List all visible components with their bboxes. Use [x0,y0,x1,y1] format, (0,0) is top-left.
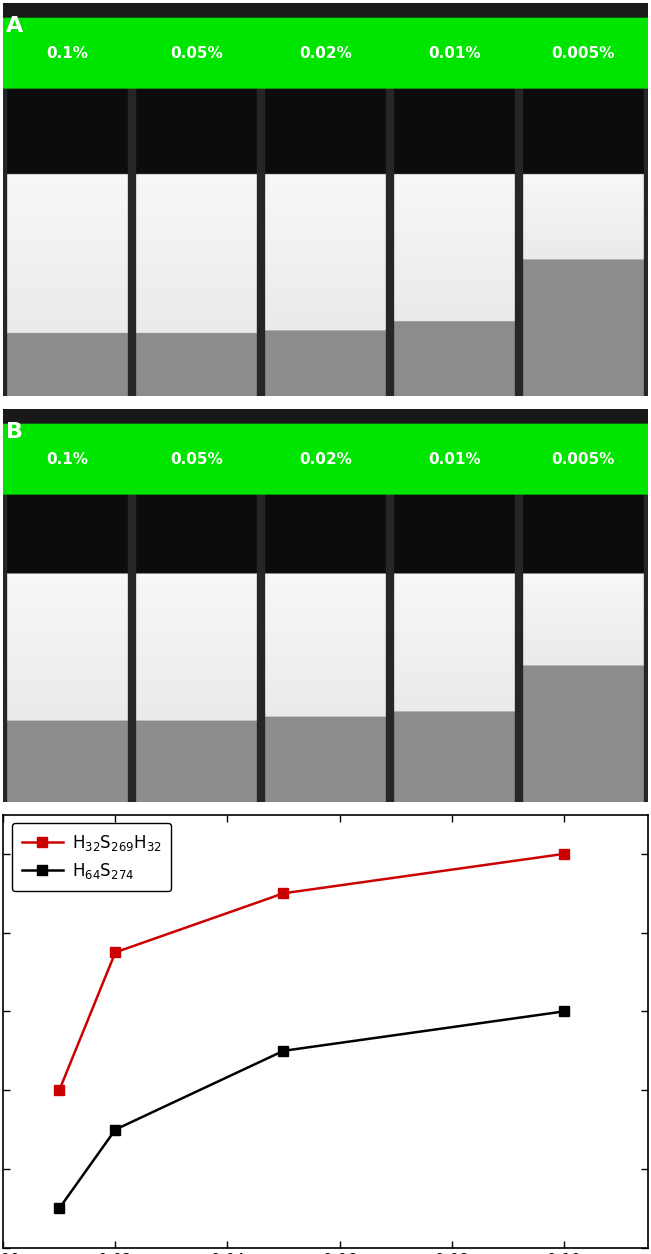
Text: A: A [7,16,23,36]
Text: 0.02%: 0.02% [299,46,352,61]
Text: 0.005%: 0.005% [551,46,615,61]
Text: B: B [7,421,23,441]
Text: 0.005%: 0.005% [551,453,615,468]
Text: 0.1%: 0.1% [47,453,89,468]
Line: H$_{32}$S$_{269}$H$_{32}$: H$_{32}$S$_{269}$H$_{32}$ [55,849,568,1095]
H$_{32}$S$_{269}$H$_{32}$ [560,846,568,861]
H$_{64}$S$_{274}$ [560,1004,568,1020]
H$_{64}$S$_{274}$ [111,1122,119,1137]
Legend: H$_{32}$S$_{269}$H$_{32}$, H$_{64}$S$_{274}$: H$_{32}$S$_{269}$H$_{32}$, H$_{64}$S$_{2… [12,823,171,892]
Text: 0.02%: 0.02% [299,453,352,468]
Text: 0.1%: 0.1% [47,46,89,61]
H$_{32}$S$_{269}$H$_{32}$ [279,885,287,900]
H$_{64}$S$_{274}$ [55,1201,63,1216]
Text: 0.05%: 0.05% [170,453,223,468]
Text: 0.01%: 0.01% [428,46,480,61]
Text: 0.01%: 0.01% [428,453,480,468]
Line: H$_{64}$S$_{274}$: H$_{64}$S$_{274}$ [55,1007,568,1213]
H$_{32}$S$_{269}$H$_{32}$ [111,944,119,959]
H$_{64}$S$_{274}$ [279,1043,287,1058]
Text: 0.05%: 0.05% [170,46,223,61]
H$_{32}$S$_{269}$H$_{32}$ [55,1082,63,1097]
